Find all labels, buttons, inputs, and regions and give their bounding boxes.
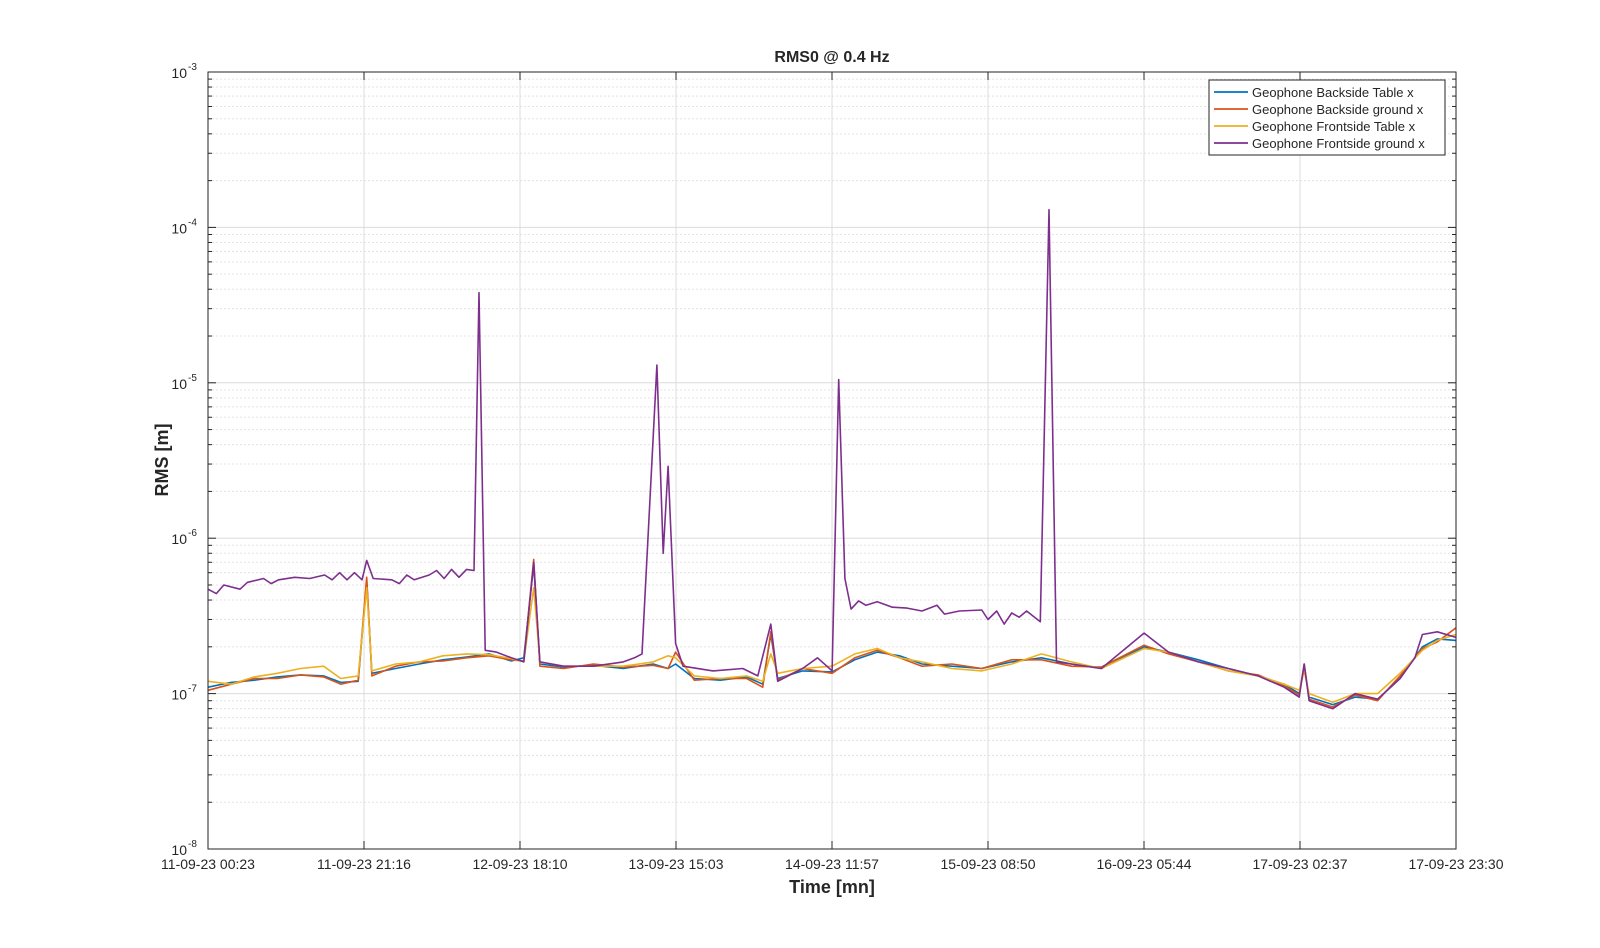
- x-tick-label: 15-09-23 08:50: [941, 856, 1036, 872]
- y-tick-labels: 10-810-710-610-510-410-3: [171, 62, 197, 858]
- legend-label: Geophone Frontside ground x: [1252, 136, 1425, 151]
- y-tick-base: 10: [171, 531, 187, 547]
- x-tick-labels: 11-09-23 00:23 11-09-23 21:16 12-09-23 18:…: [161, 856, 1504, 872]
- x-tick-label: 12-09-23 18:10: [473, 856, 568, 872]
- y-tick-exponent: -4: [188, 217, 197, 228]
- axis-ticks: [207, 71, 1457, 850]
- x-axis-label: Time [mn]: [789, 877, 875, 897]
- y-tick-label: 10 -6: [171, 528, 197, 547]
- x-tick-label: 11-09-23 00:23: [161, 856, 255, 872]
- y-tick-label: 10 -3: [171, 62, 197, 81]
- y-tick-base: 10: [171, 376, 187, 392]
- y-tick-base: 10: [171, 65, 187, 81]
- x-tick-label: 13-09-23 15:03: [629, 856, 724, 872]
- y-tick-exponent: -8: [188, 839, 197, 850]
- y-tick-base: 10: [171, 842, 187, 858]
- x-tick-label: 11-09-23 21:16: [317, 856, 411, 872]
- series-line-4: [207, 208, 1457, 710]
- y-tick-label: 10 -8: [171, 839, 197, 858]
- legend-box: [1208, 79, 1446, 156]
- series-line-3: [207, 586, 1457, 704]
- legend-label: Geophone Backside Table x: [1252, 85, 1414, 100]
- legend-label: Geophone Backside ground x: [1252, 102, 1424, 117]
- legend: Geophone Backside Table x Geophone Backsi…: [1208, 79, 1446, 156]
- legend-label: Geophone Frontside Table x: [1252, 119, 1416, 134]
- y-tick-exponent: -5: [188, 373, 197, 384]
- y-tick-label: 10 -4: [171, 217, 197, 236]
- y-tick-label: 10 -5: [171, 373, 197, 392]
- chart-title: RMS0 @ 0.4 Hz: [774, 49, 889, 66]
- x-tick-label: 16-09-23 05:44: [1097, 856, 1192, 872]
- y-tick-base: 10: [171, 220, 187, 236]
- x-tick-label: 14-09-23 11:57: [785, 856, 879, 872]
- x-tick-label: 17-09-23 23:30: [1409, 856, 1504, 872]
- x-tick-label: 17-09-23 02:37: [1253, 856, 1348, 872]
- y-tick-exponent: -6: [188, 528, 197, 539]
- y-tick-label: 10 -7: [171, 684, 197, 703]
- series-line-2: [207, 558, 1457, 708]
- y-tick-exponent: -7: [188, 684, 197, 695]
- y-axis-label: RMS [m]: [152, 424, 172, 497]
- y-tick-base: 10: [171, 687, 187, 703]
- series-lines: [207, 208, 1457, 710]
- y-tick-exponent: -3: [188, 62, 197, 73]
